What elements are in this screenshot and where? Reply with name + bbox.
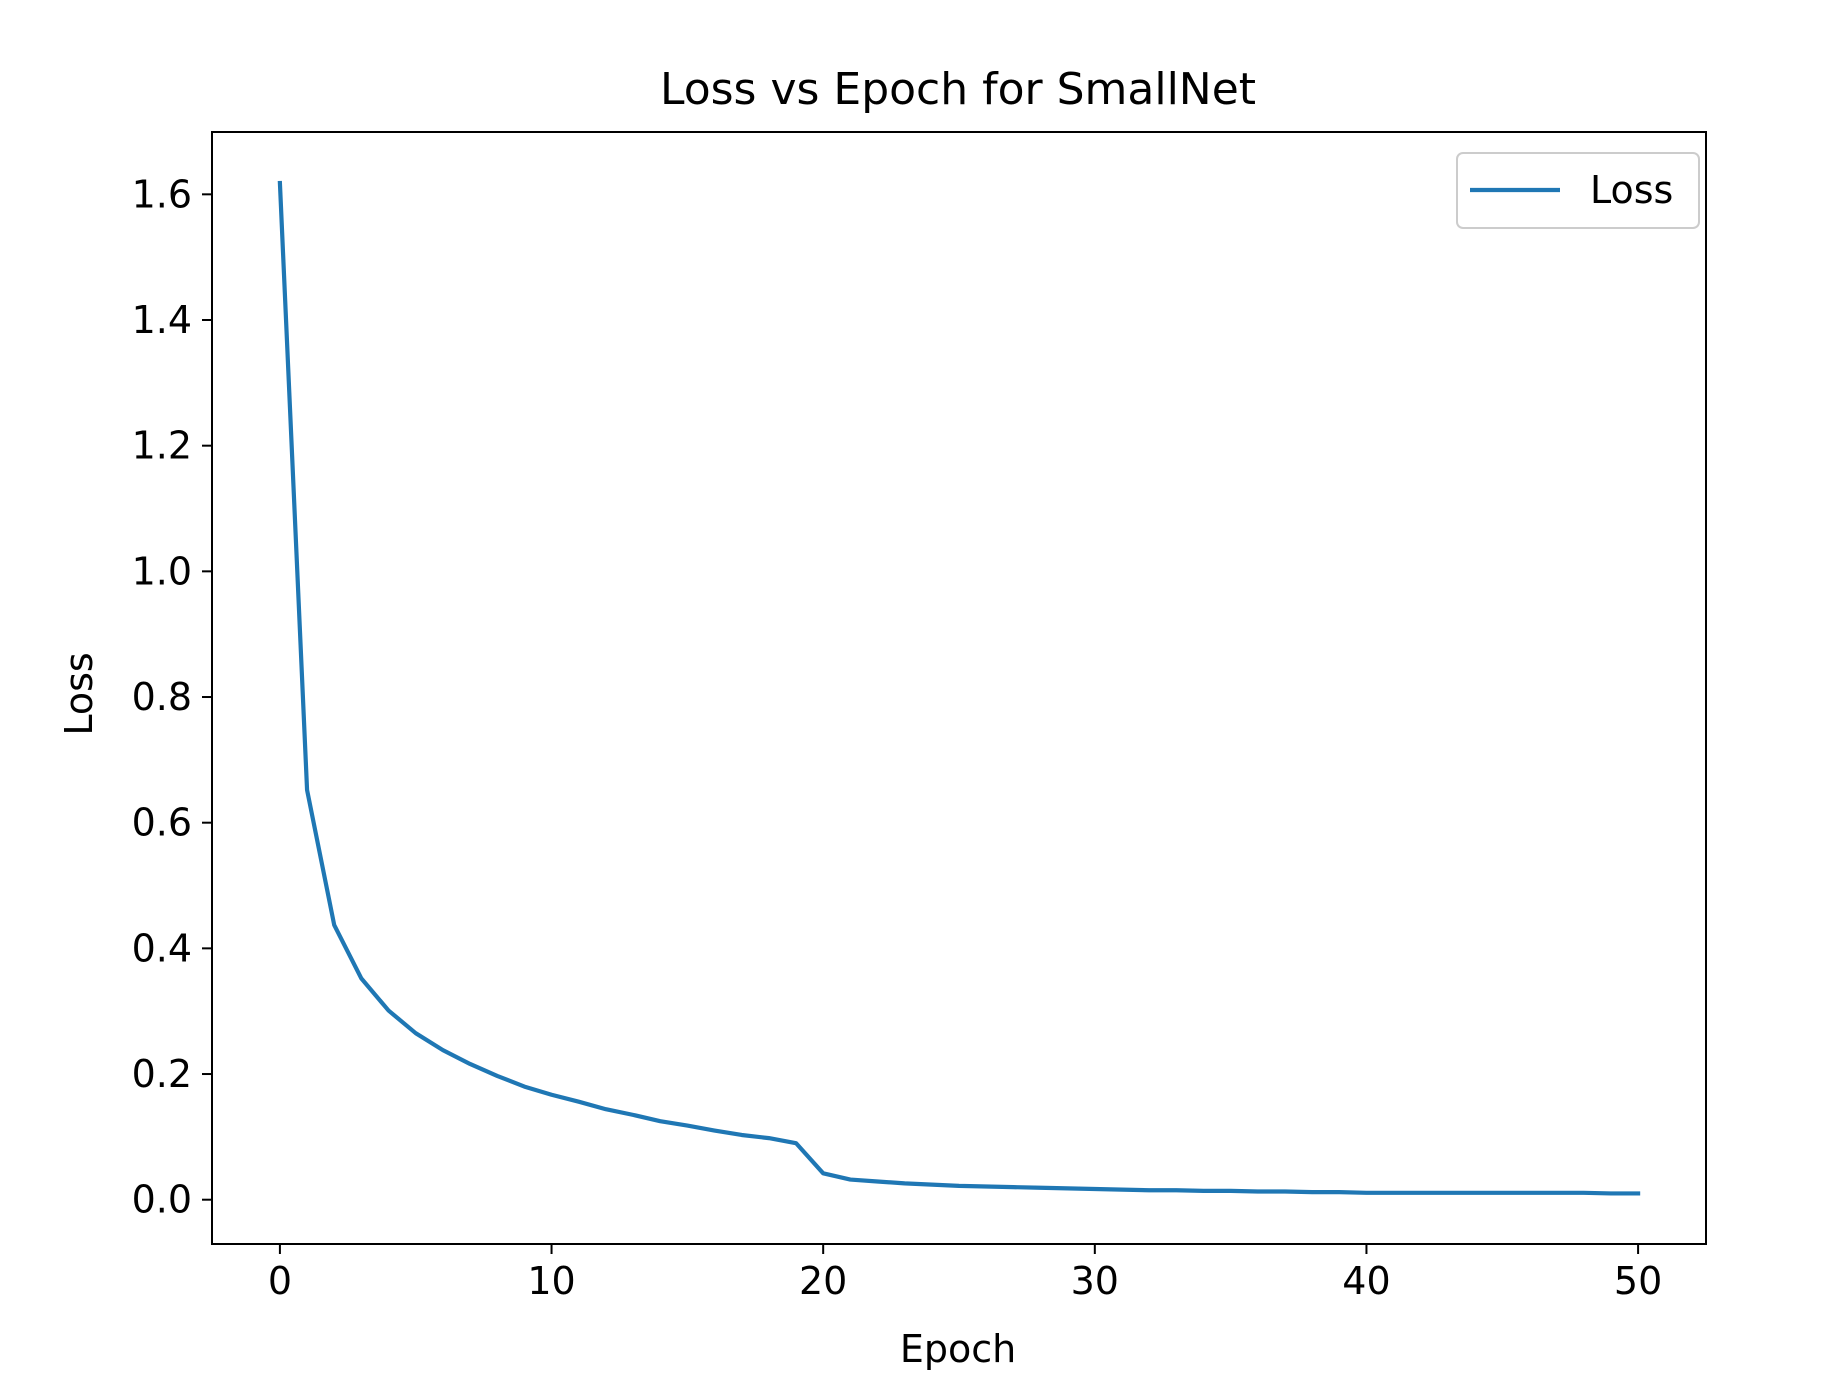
y-tick-label: 1.4 [132,298,192,342]
chart-title: Loss vs Epoch for SmallNet [660,64,1256,115]
x-tick-label: 50 [1614,1259,1662,1303]
series-line-loss [277,180,1641,1196]
axes-frame [211,131,1707,1245]
legend-label: Loss [1590,168,1673,212]
x-tick-label: 30 [1071,1259,1119,1303]
y-axis-label: Loss [57,652,101,735]
y-tick-label: 0.4 [132,926,192,970]
y-axis: 0.0 0.2 0.4 0.6 0.8 1.0 1.2 1.4 1.6 [132,172,212,1222]
y-tick-label: 0.8 [132,675,192,719]
x-tick-label: 20 [799,1259,847,1303]
y-tick-label: 1.0 [132,549,192,593]
y-tick-label: 1.2 [132,424,192,468]
plot-area [211,131,1707,1245]
x-tick-label: 40 [1342,1259,1390,1303]
y-tick-label: 1.6 [132,172,192,216]
y-tick-label: 0.2 [132,1052,192,1096]
x-tick-label: 10 [527,1259,575,1303]
x-axis: 0 10 20 30 40 50 [268,1244,1662,1303]
legend-box [1456,152,1700,229]
y-tick-label: 0.0 [132,1178,192,1222]
legend: Loss [1456,152,1700,229]
y-tick-label: 0.6 [132,801,192,845]
x-axis-label: Epoch [900,1327,1016,1371]
x-tick-label: 0 [268,1259,292,1303]
